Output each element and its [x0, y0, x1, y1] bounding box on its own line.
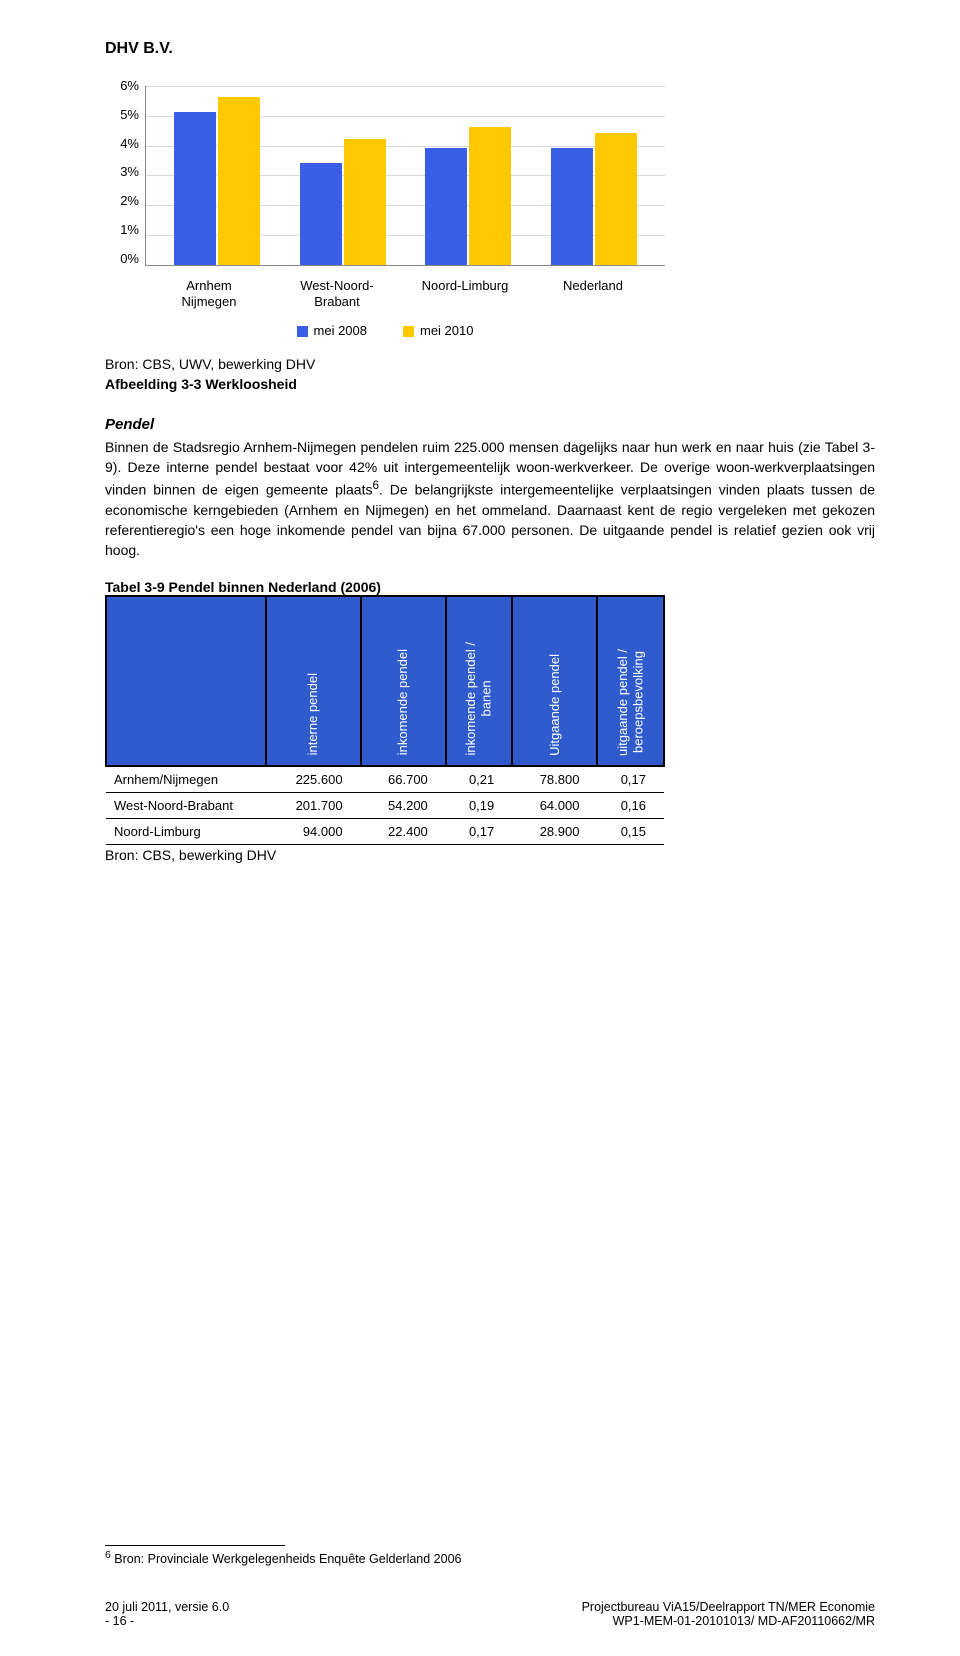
chart-y-axis: 6% 5% 4% 3% 2% 1% 0%	[105, 78, 145, 266]
region-cell: Arnhem/Nijmegen	[106, 766, 266, 793]
bar-group	[539, 133, 650, 265]
chart-x-labels: ArnhemNijmegen West-Noord-Brabant Noord-Li…	[105, 274, 665, 309]
x-tick-label: ArnhemNijmegen	[153, 278, 266, 309]
region-cell: Noord-Limburg	[106, 818, 266, 844]
value-cell: 78.800	[512, 766, 597, 793]
value-cell: 66.700	[361, 766, 446, 793]
x-tick-label: Nederland	[537, 278, 650, 309]
value-cell: 201.700	[266, 792, 361, 818]
value-cell: 0,17	[446, 818, 512, 844]
table-header-cell: inkomende pendel	[361, 596, 446, 766]
table-header-cell: inkomende pendel /banen	[446, 596, 512, 766]
unemployment-chart: 6%5%4%3%2%1%0% ArnhemNijmegenWest-Noord-…	[105, 86, 665, 338]
value-cell: 0,17	[597, 766, 664, 793]
legend-item: mei 2010	[403, 323, 473, 338]
bar-group	[287, 139, 398, 265]
table-header-cell: uitgaande pendel /beroepsbevolking	[597, 596, 664, 766]
y-tick-label: 5%	[120, 107, 139, 122]
bar-group	[413, 127, 524, 265]
footer-project: Projectbureau ViA15/Deelrapport TN/MER E…	[582, 1600, 875, 1614]
table-row: West-Noord-Brabant201.70054.2000,1964.00…	[106, 792, 664, 818]
bar-group	[162, 97, 273, 265]
chart-plot-area	[145, 86, 665, 266]
value-cell: 0,21	[446, 766, 512, 793]
value-cell: 64.000	[512, 792, 597, 818]
table-row: Arnhem/Nijmegen225.60066.7000,2178.8000,…	[106, 766, 664, 793]
value-cell: 0,19	[446, 792, 512, 818]
y-tick-label: 0%	[120, 251, 139, 266]
chart-legend: mei 2008 mei 2010	[105, 323, 665, 338]
body-paragraph: Binnen de Stadsregio Arnhem-Nijmegen pen…	[105, 437, 875, 560]
value-cell: 54.200	[361, 792, 446, 818]
footnote: 6 Bron: Provinciale Werkgelegenheids Enq…	[105, 1550, 875, 1566]
y-tick-label: 1%	[120, 222, 139, 237]
footer-page-number: - 16 -	[105, 1614, 229, 1628]
x-tick-label: Noord-Limburg	[409, 278, 522, 309]
table-header-cell	[106, 596, 266, 766]
table-row: Noord-Limburg94.00022.4000,1728.9000,15	[106, 818, 664, 844]
bar	[425, 148, 467, 265]
footnote-rule	[105, 1545, 285, 1546]
legend-label: mei 2008	[314, 323, 367, 338]
y-tick-label: 6%	[120, 78, 139, 93]
region-cell: West-Noord-Brabant	[106, 792, 266, 818]
page-footer: 20 juli 2011, versie 6.0 - 16 - Projectb…	[105, 1600, 875, 1628]
figure-caption: Afbeelding 3-3 Werkloosheid	[105, 376, 875, 392]
doc-header: DHV B.V.	[105, 40, 875, 58]
y-tick-label: 3%	[120, 164, 139, 179]
value-cell: 0,15	[597, 818, 664, 844]
y-tick-label: 2%	[120, 193, 139, 208]
bar	[174, 112, 216, 265]
bar	[218, 97, 260, 265]
legend-item: mei 2008	[297, 323, 367, 338]
bar	[344, 139, 386, 265]
value-cell: 0,16	[597, 792, 664, 818]
footer-date: 20 juli 2011, versie 6.0	[105, 1600, 229, 1614]
bar	[595, 133, 637, 265]
pendel-table: interne pendelinkomende pendelinkomende …	[105, 595, 665, 845]
x-tick-label: West-Noord-Brabant	[281, 278, 394, 309]
footer-docid: WP1-MEM-01-20101013/ MD-AF20110662/MR	[582, 1614, 875, 1628]
value-cell: 94.000	[266, 818, 361, 844]
table-caption: Tabel 3-9 Pendel binnen Nederland (2006)	[105, 579, 875, 595]
bar	[551, 148, 593, 265]
legend-swatch	[297, 326, 308, 337]
chart-source: Bron: CBS, UWV, bewerking DHV	[105, 356, 875, 372]
y-tick-label: 4%	[120, 136, 139, 151]
value-cell: 22.400	[361, 818, 446, 844]
legend-label: mei 2010	[420, 323, 473, 338]
table-header-cell: Uitgaande pendel	[512, 596, 597, 766]
bar	[469, 127, 511, 265]
table-header-cell: interne pendel	[266, 596, 361, 766]
legend-swatch	[403, 326, 414, 337]
value-cell: 28.900	[512, 818, 597, 844]
value-cell: 225.600	[266, 766, 361, 793]
table-source: Bron: CBS, bewerking DHV	[105, 847, 875, 863]
bar	[300, 163, 342, 265]
section-heading-pendel: Pendel	[105, 416, 875, 433]
